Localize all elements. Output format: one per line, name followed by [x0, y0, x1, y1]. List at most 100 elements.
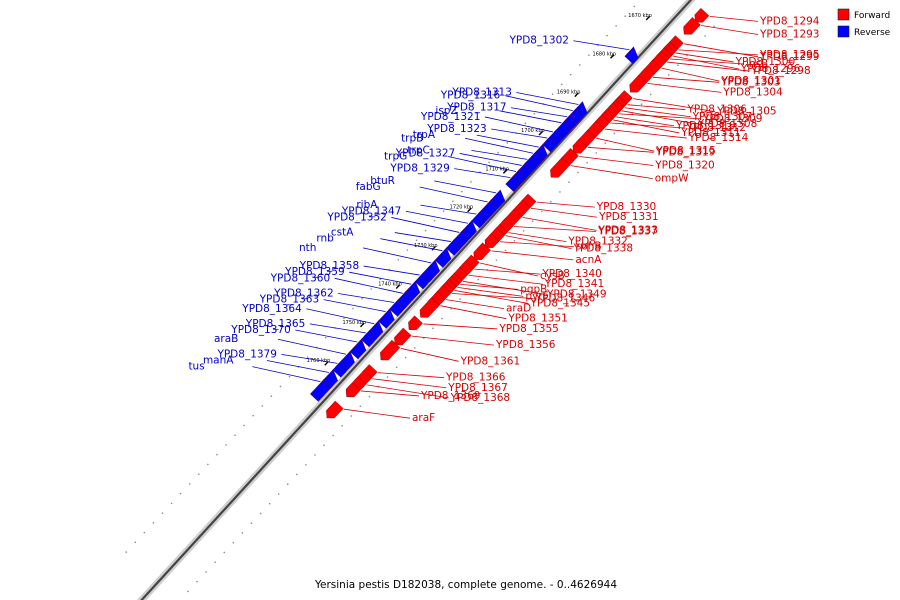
scale-dot [579, 64, 581, 66]
tick-label: 1670 kbp [628, 13, 652, 19]
scale-dot [432, 327, 434, 330]
gene-connector [391, 217, 460, 233]
gene-label: YPD8_1352 [326, 211, 386, 223]
tick-mark [360, 322, 365, 328]
gene-label: YPD8_1359 [284, 266, 344, 278]
gene-connector [684, 43, 759, 58]
gene-connector [377, 372, 445, 379]
gene-connector [306, 308, 375, 325]
gene-connector [491, 250, 574, 261]
gene-connector [471, 149, 528, 160]
scale-dot [397, 258, 400, 261]
scale-dot [277, 493, 280, 495]
gene-label: ribA [356, 199, 378, 211]
gene-connector [661, 67, 720, 82]
gene-label: cysB [540, 270, 565, 282]
scale-dot [250, 522, 253, 525]
gene-label: YPD8_1369 [420, 390, 480, 402]
scale-dot [332, 434, 334, 437]
gene-connector [570, 165, 653, 180]
forward-gene-arrow [408, 315, 423, 331]
scale-dot [488, 161, 490, 164]
tick-label: 1720 kbp [450, 205, 474, 211]
gene-connector [400, 347, 459, 362]
scale-dot [495, 259, 498, 261]
scale-dot [161, 512, 164, 514]
forward-gene-arrow [419, 297, 440, 318]
scale-dot [559, 191, 561, 193]
scale-dot [134, 541, 137, 544]
gene-label: YPD8_1333 [598, 224, 658, 236]
scale-dot [279, 385, 282, 388]
gene-connector [616, 116, 675, 127]
scale-dot [152, 522, 155, 524]
scale-dot [214, 561, 216, 563]
gene-label: manA [203, 354, 234, 366]
scale-dot [368, 395, 371, 398]
gene-connector [423, 323, 498, 330]
scale-dot [568, 181, 570, 183]
scale-dot [442, 210, 445, 212]
gene-connector [479, 262, 539, 277]
gene-label: rnb [316, 233, 334, 245]
tick-mark [502, 169, 508, 174]
gene-label: insB [746, 58, 768, 70]
scale-dot [288, 375, 291, 378]
scale-dot [560, 83, 563, 86]
gene-label: YPD8_1299 [759, 51, 819, 63]
tick-mark [395, 284, 401, 289]
legend-forward-label: Forward [854, 11, 890, 21]
scale-dot [633, 5, 636, 8]
scale-dot [424, 229, 427, 232]
map-caption: Yersinia pestis D182038, complete genome… [314, 579, 617, 591]
gene-connector [363, 265, 420, 276]
gene-label: YPD8_1295 [759, 49, 819, 61]
gene-connector [323, 299, 386, 312]
tick-marks: 1670 kbp 1680 kbp 1690 kbp 1700 kbp 1710 kbp… [125, 5, 715, 593]
scale-dot [513, 239, 516, 242]
scale-dot [179, 492, 182, 495]
gene-label: YPD8_1302 [508, 35, 568, 47]
scale-dot [522, 230, 525, 232]
gene-connector [380, 238, 443, 252]
scale-dot [477, 278, 480, 281]
forward-gene-arrow [550, 157, 571, 178]
legend: Forward Reverse [837, 8, 891, 38]
forward-gene-arrow [394, 327, 412, 346]
forward-gene-arrow [345, 382, 361, 398]
gene-label: YPD8_1294 [759, 15, 820, 27]
gene-connector [709, 16, 759, 22]
scale-dot [343, 317, 345, 320]
scale-dot [624, 15, 626, 17]
scale-dot [370, 288, 372, 290]
gene-label: sohB [576, 241, 602, 253]
gene-connector [476, 134, 539, 148]
tick-label: 1750 kbp [343, 320, 367, 326]
gene-label: araB [214, 333, 238, 345]
gene-label: YPD8_1320 [654, 159, 714, 171]
scale-dot [205, 571, 207, 573]
gene-connector [366, 384, 449, 399]
gene-label: YPD8_1349 [546, 288, 606, 300]
scale-dot [649, 93, 652, 96]
gene-label: YPD8_1332 [567, 236, 627, 248]
scale-dot [441, 317, 443, 320]
gene-label: YPD8_1305 [716, 106, 776, 118]
scale-dot [207, 463, 209, 466]
gene-label: araF [412, 412, 435, 424]
gene-connector [536, 201, 595, 208]
tick-label: 1710 kbp [485, 166, 509, 172]
gene-label: trpC [407, 144, 429, 156]
scale-dot [595, 152, 598, 154]
tick-label: 1680 kbp [593, 51, 617, 57]
tick-label: 1700 kbp [521, 128, 545, 134]
gene-connector [499, 110, 562, 124]
gene-connector [394, 232, 451, 242]
scale-dot [232, 541, 235, 544]
forward-gene-arrow [380, 339, 401, 361]
tick-label: 1730 kbp [414, 243, 438, 249]
gene-connector [454, 290, 529, 304]
scale-dot [413, 347, 416, 349]
gene-connector [675, 52, 734, 63]
scale-dot [323, 444, 325, 447]
